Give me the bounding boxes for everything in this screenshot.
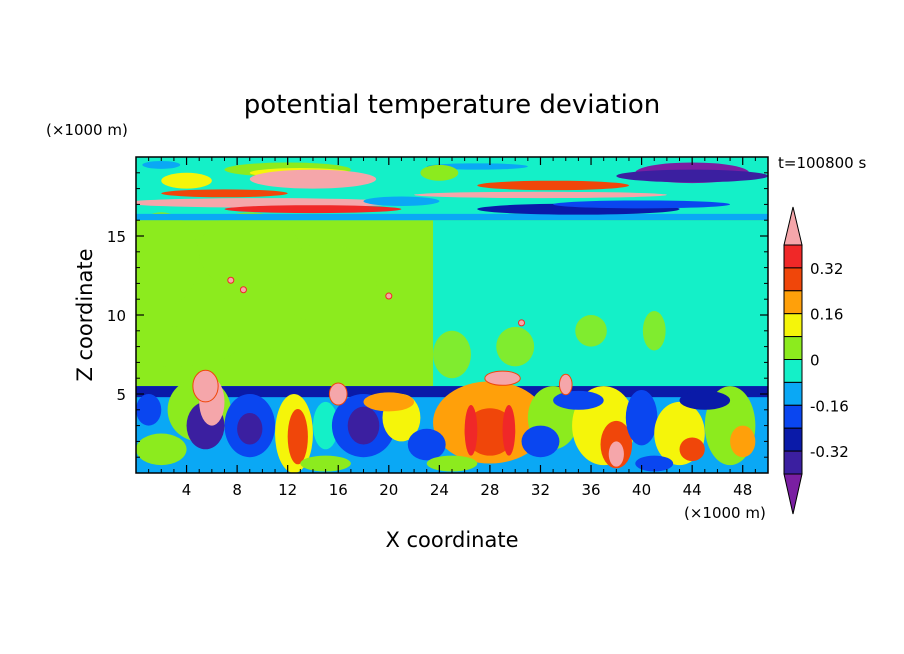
x-tick-label: 20: [379, 481, 398, 499]
field-patch: [575, 315, 607, 347]
field-upper-feature: [363, 196, 440, 206]
field-lower-feature: [625, 390, 658, 446]
field-patch: [136, 326, 238, 367]
y-tick-label: 15: [107, 228, 126, 246]
colorbar-box: [783, 427, 803, 452]
field-upper-feature: [224, 205, 402, 214]
colorbar-box: [783, 290, 803, 315]
field-lower-inversion: [136, 386, 768, 398]
y-unit-label: (×1000 m): [46, 121, 128, 139]
x-tick-label: 24: [430, 481, 449, 499]
field-upper-feature: [161, 172, 212, 189]
y-tick-label: 5: [116, 386, 126, 404]
field-cell: [227, 276, 235, 284]
x-tick-label: 8: [232, 481, 242, 499]
field-upper-feature: [692, 184, 768, 193]
field-lower-feature: [136, 433, 187, 466]
colorbar-box: [783, 450, 803, 475]
x-tick-label: 36: [581, 481, 600, 499]
field-thermal: [484, 370, 521, 386]
colorbar-tick-label: -0.16: [810, 397, 849, 415]
colorbar-tick-label: -0.32: [810, 443, 849, 461]
field-patch: [136, 212, 200, 308]
field-lower-feature: [407, 428, 446, 461]
field-upper-feature: [553, 200, 731, 209]
time-label: t=100800 s: [778, 154, 866, 172]
y-axis-label: Z coordinate: [73, 248, 97, 381]
field-lower-feature: [635, 455, 674, 472]
field-cell: [239, 286, 247, 294]
field-lower-feature: [730, 425, 756, 458]
x-tick-label: 16: [329, 481, 348, 499]
field-lower-feature: [464, 408, 516, 456]
field-lower-feature: [363, 392, 415, 412]
field-lower-feature: [521, 425, 560, 458]
field-upper-feature: [420, 164, 459, 181]
field-lower-feature: [237, 412, 263, 445]
x-tick-label: 12: [278, 481, 297, 499]
y-tick-label: 10: [107, 307, 126, 325]
field-cell: [518, 319, 526, 327]
field-upper-feature: [249, 169, 377, 189]
field-lower-feature: [312, 401, 339, 450]
field-patch: [433, 330, 471, 379]
field-thermal: [328, 382, 348, 406]
plot-area: [136, 157, 768, 473]
field-upper-feature: [616, 169, 768, 183]
field-upper-layer: [136, 213, 768, 221]
field-lower-feature: [608, 441, 624, 467]
x-unit-label: (×1000 m): [684, 504, 766, 522]
x-axis: 4 8 12 16 20 24 28 32 36 40 44 48: [148, 157, 756, 499]
x-tick-label: 4: [182, 481, 192, 499]
colorbar-box: [783, 336, 803, 361]
colorbar-box: [783, 244, 803, 269]
field-lower-feature: [287, 409, 308, 465]
field-patch: [262, 338, 364, 387]
colorbar-tick-label: 0.32: [810, 260, 843, 278]
colorbar-tick-label: 0.16: [810, 306, 843, 324]
field-patch: [496, 326, 535, 367]
field-lower-feature: [136, 394, 162, 426]
chart-title: potential temperature deviation: [244, 90, 660, 120]
x-tick-label: 28: [480, 481, 499, 499]
field-band-middle-east: [433, 220, 768, 387]
colorbar-box: [783, 404, 803, 429]
field-upper-feature: [414, 191, 667, 199]
field-thermal: [192, 369, 219, 403]
field-upper-feature: [142, 160, 181, 169]
x-tick-label: 40: [632, 481, 651, 499]
field-thermal: [558, 373, 573, 396]
colorbar-extend-high: [783, 206, 803, 246]
colorbar-box: [783, 359, 803, 383]
field-lower-feature: [464, 405, 478, 456]
field-upper-feature: [161, 189, 288, 198]
field-upper-feature: [136, 198, 402, 208]
colorbar-extend-low: [783, 473, 803, 515]
colorbar-box: [783, 313, 803, 338]
colorbar: 0.32 0.16 0 -0.16 -0.32: [783, 206, 849, 515]
y-axis: 5 10 15: [107, 172, 768, 458]
field-cell: [385, 292, 393, 300]
field-lower-feature: [679, 390, 731, 410]
x-tick-label: 44: [683, 481, 702, 499]
field-patch: [642, 311, 666, 351]
x-axis-label: X coordinate: [385, 528, 518, 552]
field-lower-feature: [679, 437, 705, 462]
colorbar-box: [783, 267, 803, 292]
field-lower-feature: [553, 390, 604, 410]
x-tick-label: 48: [733, 481, 752, 499]
colorbar-tick-label: 0: [810, 352, 820, 370]
field-patch: [275, 243, 377, 323]
x-tick-label: 32: [531, 481, 550, 499]
field-patch: [199, 212, 301, 292]
colorbar-box: [783, 381, 803, 406]
field-lower-feature: [347, 406, 380, 445]
field-upper-feature: [477, 180, 629, 191]
field-lower-feature: [502, 405, 516, 456]
